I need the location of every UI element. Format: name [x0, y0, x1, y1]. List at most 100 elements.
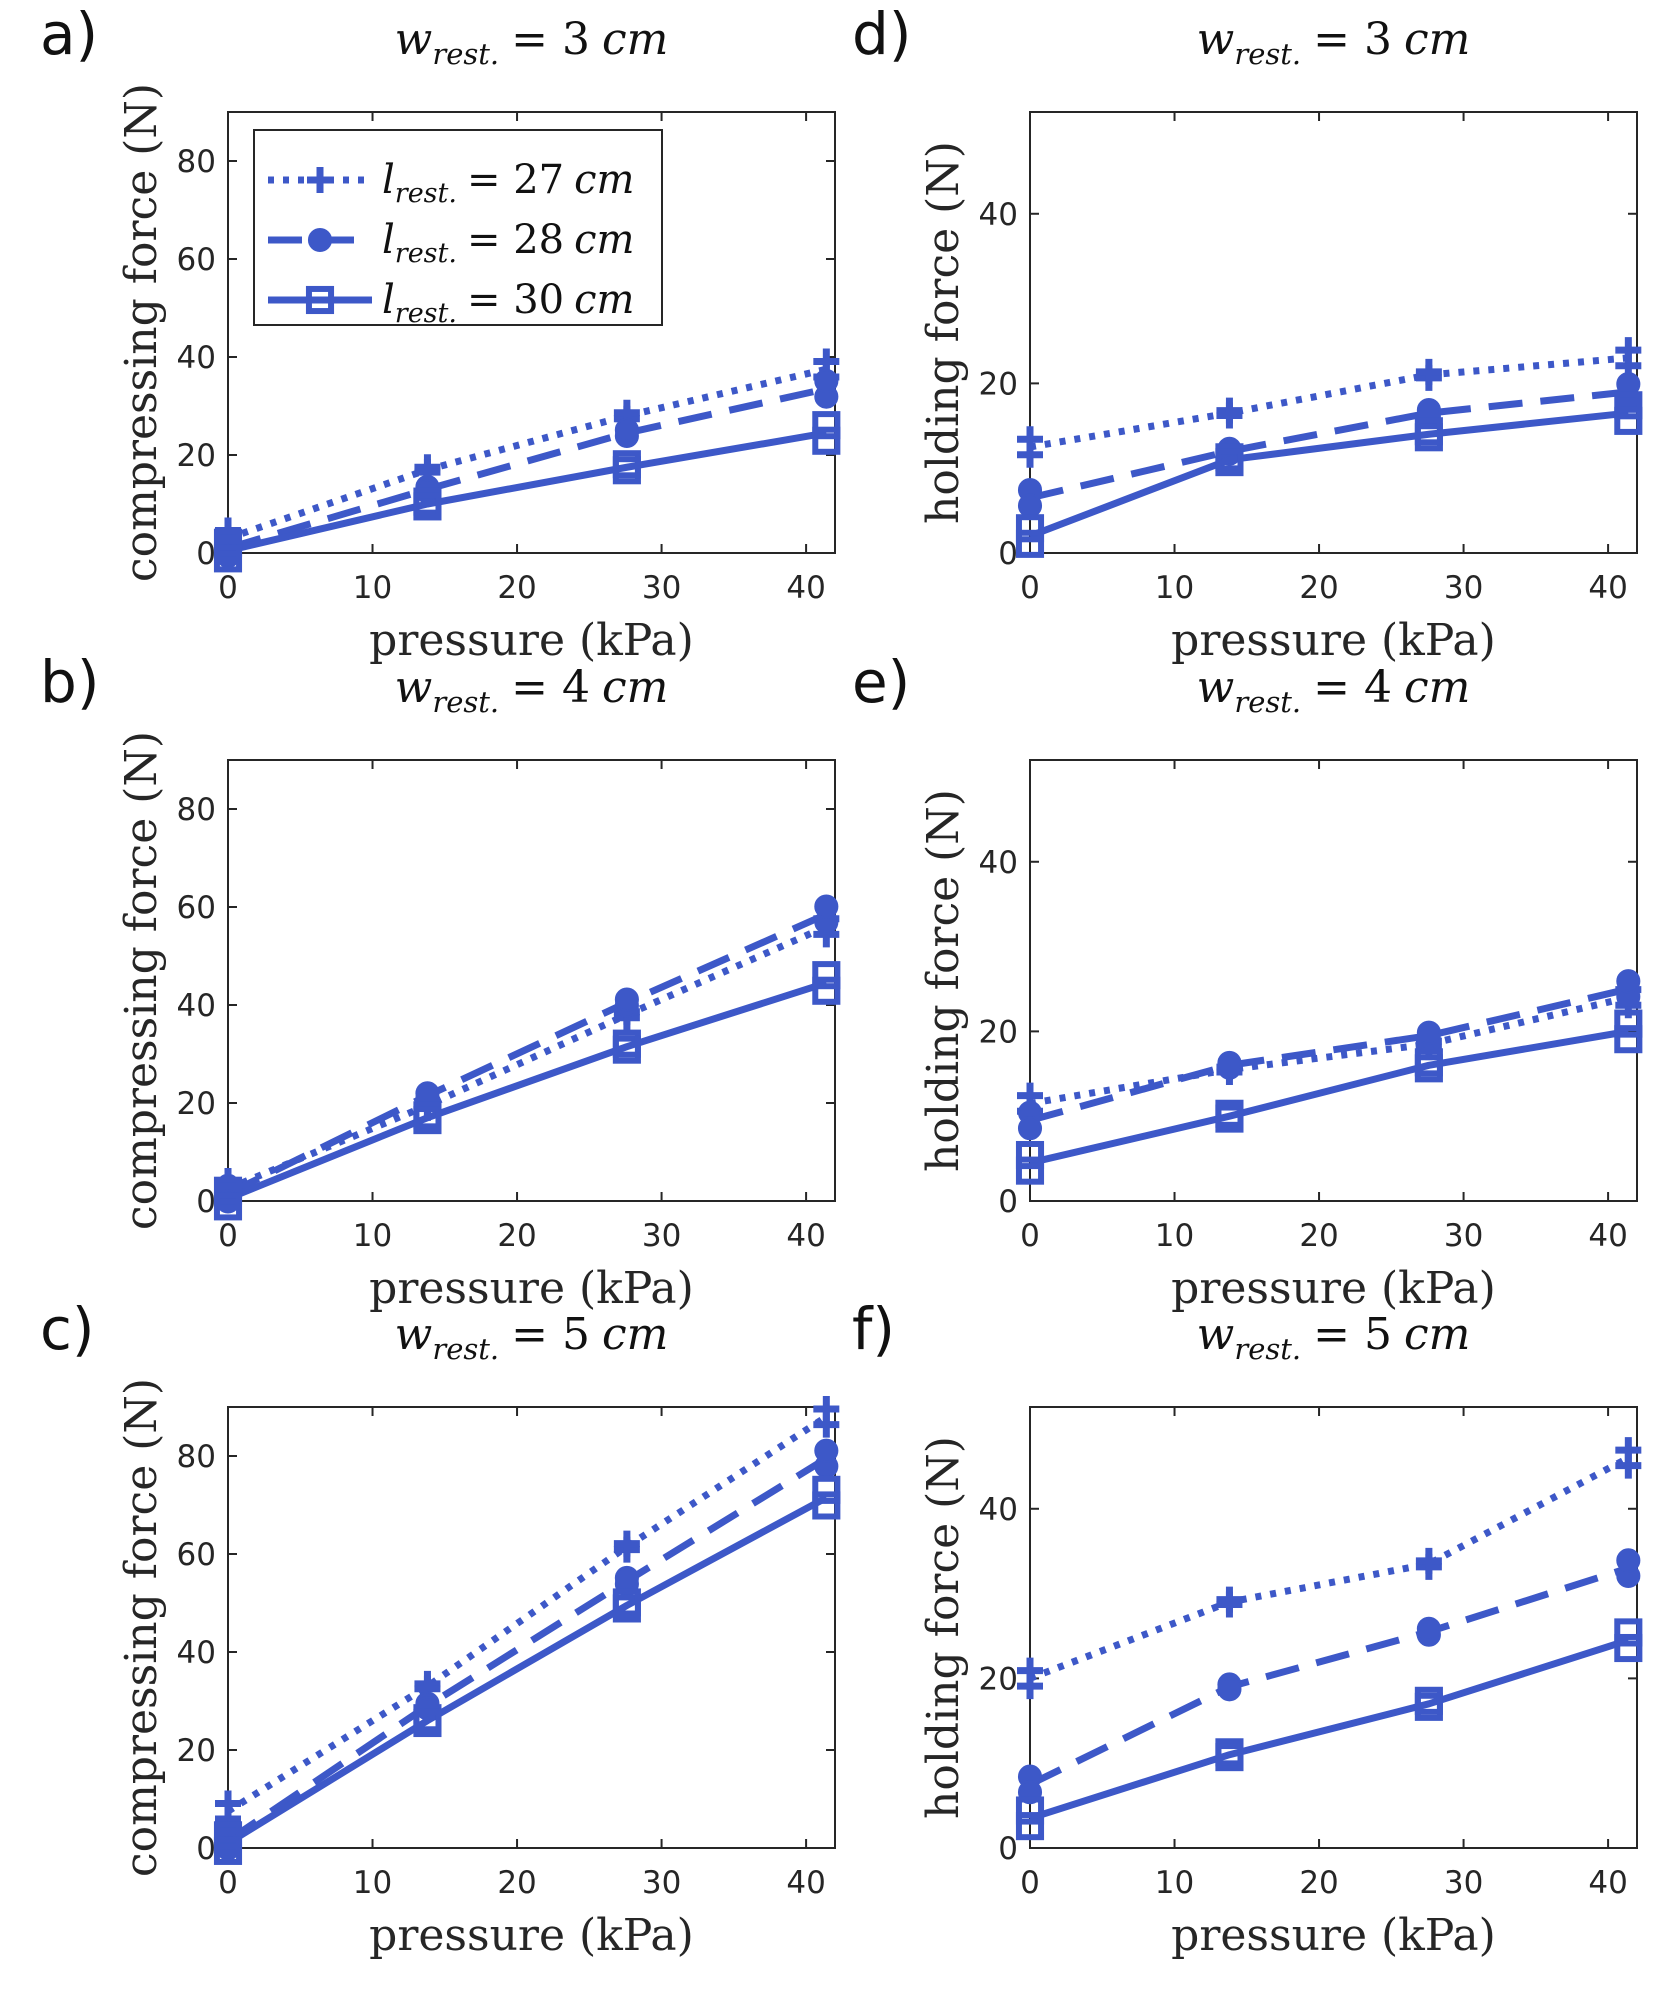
- data-point: [1215, 448, 1244, 477]
- x-tick-label: 0: [218, 570, 238, 606]
- data-point: [1614, 1009, 1643, 1038]
- legend-entry: lrest. = 28 cm: [268, 217, 634, 269]
- data-point: [614, 987, 639, 1012]
- x-axis-label: pressure (kPa): [369, 615, 694, 666]
- series-dashed-c: [215, 1438, 839, 1861]
- x-tick-label: 40: [786, 570, 825, 606]
- panel-title: wrest. = 3 cm: [1197, 14, 1471, 71]
- data-point: [812, 426, 841, 455]
- series-dashed-f: [1017, 1548, 1641, 1805]
- x-axis-label: pressure (kPa): [1171, 1263, 1496, 1314]
- y-tick-label: 20: [177, 438, 216, 474]
- legend-entry: lrest. = 27 cm: [268, 157, 634, 209]
- data-point: [1015, 1796, 1045, 1825]
- plot-area-f: [1029, 1406, 1638, 1849]
- series-line: [1028, 1454, 1630, 1682]
- x-tick-label: 40: [786, 1865, 825, 1901]
- x-tick-label: 40: [1588, 570, 1627, 606]
- y-tick-label: 40: [177, 340, 216, 376]
- plot-area-d: [1029, 111, 1638, 554]
- data-point: [1017, 1116, 1043, 1141]
- y-tick-label: 80: [177, 792, 216, 828]
- panel-c: 0 10 20 30 40 0 20 40 60 80 pressure (kPa) compress…: [40, 1295, 841, 1961]
- y-tick-label: 20: [177, 1086, 216, 1122]
- x-tick-label: 30: [642, 1218, 681, 1254]
- series-line: [226, 911, 828, 1197]
- panel-title: wrest. = 5 cm: [1197, 1309, 1471, 1366]
- x-tick-label: 20: [1299, 570, 1338, 606]
- data-point: [1615, 337, 1642, 364]
- x-axis-label: pressure (kPa): [369, 1910, 694, 1961]
- data-point: [1217, 1677, 1242, 1702]
- panel-label: f): [852, 1295, 895, 1363]
- y-axis-label: holding force (N): [918, 1436, 969, 1819]
- data-point: [814, 894, 839, 919]
- series-line: [226, 1494, 828, 1847]
- x-tick-label: 30: [642, 570, 681, 606]
- data-point: [812, 961, 841, 990]
- series-solid-e: [1015, 1009, 1643, 1185]
- panel-label: a): [40, 0, 98, 68]
- data-point: [1415, 358, 1442, 385]
- data-point: [1415, 1547, 1442, 1574]
- panel-label: e): [852, 648, 910, 716]
- x-tick-label: 0: [218, 1218, 238, 1254]
- x-tick-label: 30: [642, 1865, 681, 1901]
- y-tick-label: 40: [177, 1635, 216, 1671]
- x-axis-label: pressure (kPa): [1171, 1910, 1496, 1961]
- y-axis-label: compressing force (N): [116, 1378, 167, 1877]
- data-point: [213, 528, 243, 557]
- panel-f: 0 10 20 30 40 0 20 40 pressure (kPa) holding forc…: [852, 1295, 1643, 1961]
- legend-box: [253, 129, 663, 326]
- series-line: [1029, 354, 1629, 451]
- data-point: [1015, 1156, 1045, 1185]
- data-point: [1215, 1743, 1244, 1772]
- data-point: [413, 1106, 442, 1135]
- data-point: [1217, 1055, 1242, 1080]
- data-point: [1615, 1437, 1642, 1464]
- y-tick-label: 40: [979, 845, 1018, 881]
- y-tick-label: 80: [177, 144, 216, 180]
- data-point: [1414, 1686, 1443, 1715]
- y-tick-label: 40: [177, 988, 216, 1024]
- data-point: [612, 1588, 641, 1617]
- y-tick-label: 40: [979, 197, 1018, 233]
- data-point: [1215, 1104, 1244, 1133]
- series-line: [1029, 1027, 1629, 1167]
- x-tick-label: 0: [1020, 1218, 1040, 1254]
- data-point: [614, 1565, 639, 1590]
- legend-entry: lrest. = 30 cm: [268, 277, 634, 329]
- data-point: [812, 1475, 841, 1504]
- data-point: [213, 1821, 243, 1850]
- x-tick-label: 20: [497, 1218, 536, 1254]
- data-point: [1414, 417, 1443, 446]
- data-point: [1614, 406, 1643, 435]
- series-solid-d: [1015, 391, 1643, 558]
- series-solid-f: [1015, 1618, 1643, 1841]
- y-tick-label: 0: [998, 1184, 1018, 1220]
- plot-area-b: [227, 759, 836, 1202]
- series-line: [1028, 409, 1629, 540]
- data-point: [413, 492, 442, 521]
- x-tick-label: 20: [1299, 1218, 1338, 1254]
- panel-title: wrest. = 4 cm: [1197, 662, 1471, 719]
- series-line: [1028, 1564, 1630, 1788]
- series-line: [226, 979, 828, 1202]
- x-tick-label: 0: [218, 1865, 238, 1901]
- x-axis-label: pressure (kPa): [369, 1263, 694, 1314]
- series-solid-a: [213, 411, 841, 573]
- series-dotted-f: [1017, 1437, 1642, 1700]
- y-tick-label: 20: [979, 1014, 1018, 1050]
- x-tick-label: 10: [353, 570, 392, 606]
- panel-e: 0 10 20 30 40 0 20 40 pressure (kPa) holding forc…: [852, 648, 1643, 1314]
- x-tick-label: 10: [1155, 570, 1194, 606]
- data-point: [1015, 1140, 1045, 1170]
- y-tick-label: 0: [998, 1831, 1018, 1867]
- data-point: [1216, 402, 1243, 429]
- y-tick-label: 0: [196, 536, 216, 572]
- y-axis-label: holding force (N): [918, 789, 969, 1172]
- series-line: [227, 429, 827, 554]
- x-tick-label: 0: [1020, 570, 1040, 606]
- data-point: [1414, 1048, 1443, 1077]
